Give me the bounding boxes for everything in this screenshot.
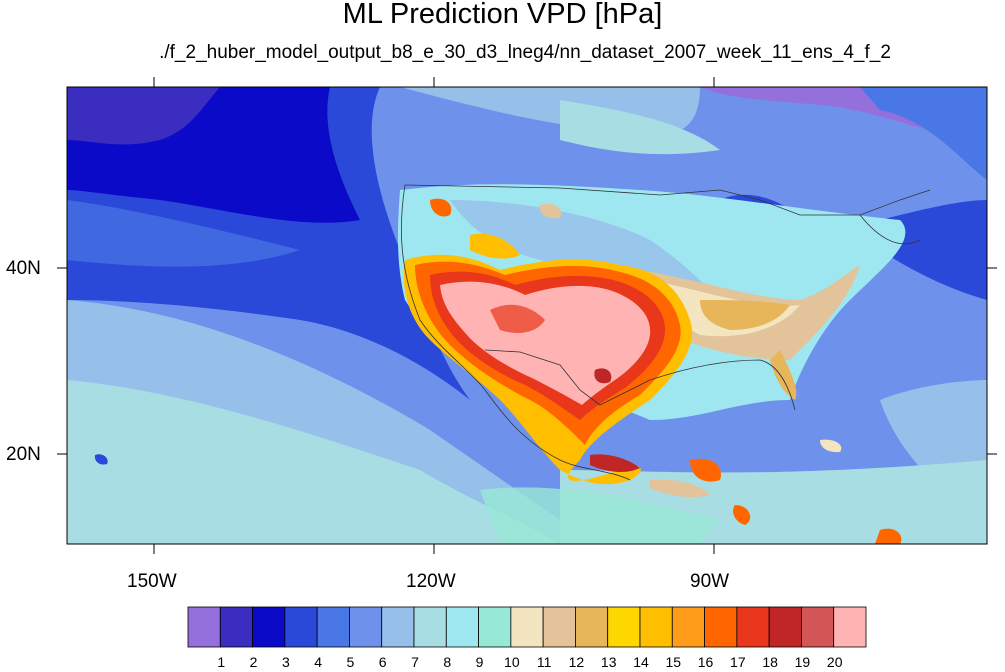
lon-label-120w: 120W: [406, 571, 456, 592]
colorbar-label: 8: [443, 654, 452, 670]
colorbar-label: 18: [762, 654, 778, 670]
vpd-field: [67, 87, 987, 544]
colorbar-label: 9: [475, 654, 484, 670]
colorbar-label: 7: [411, 654, 419, 670]
colorbar-label: 17: [730, 654, 746, 670]
colorbar-label: 3: [281, 654, 290, 670]
colorbar-swatch: [575, 606, 609, 648]
colorbar-swatch: [704, 606, 738, 648]
colorbar-swatch: [736, 606, 770, 648]
colorbar-swatch: [349, 606, 383, 648]
colorbar-label: 20: [826, 654, 843, 670]
lat-label-20n: 20N: [6, 444, 41, 465]
colorbar-swatch: [801, 606, 835, 648]
map-subtitle: ./f_2_huber_model_output_b8_e_30_d3_lneg…: [159, 42, 891, 63]
colorbar-label: 10: [504, 654, 520, 670]
colorbar-label: 12: [568, 654, 585, 670]
colorbar-label: 14: [633, 654, 649, 670]
colorbar-swatch: [671, 606, 705, 648]
colorbar-swatch: [413, 606, 447, 648]
colorbar-swatch: [607, 606, 641, 648]
colorbar-swatch: [284, 606, 318, 648]
colorbar-swatch: [639, 606, 673, 648]
lon-label-90w: 90W: [690, 571, 730, 592]
colorbar-label: 1: [217, 654, 226, 670]
colorbar-swatch: [381, 606, 415, 648]
country-borders: [400, 184, 931, 481]
colorbar-swatch: [316, 606, 350, 648]
colorbar-label: 16: [697, 654, 714, 670]
colorbar-swatch: [833, 606, 867, 648]
colorbar-label: 5: [346, 654, 355, 670]
colorbar-label: 13: [600, 654, 617, 670]
colorbar-swatch: [187, 606, 221, 648]
lat-label-40n: 40N: [6, 258, 41, 279]
lon-label-150w: 150W: [127, 571, 177, 592]
colorbar-label: 6: [378, 654, 387, 670]
colorbar-swatch: [445, 606, 479, 648]
colorbar-label: 15: [665, 654, 682, 670]
colorbar-swatch: [768, 606, 802, 648]
map-title: ML Prediction VPD [hPa]: [342, 0, 663, 30]
colorbar-swatch: [478, 606, 512, 648]
map-frame: [57, 77, 997, 554]
colorbar-label: 4: [314, 654, 323, 670]
colorbar-label: 11: [536, 654, 552, 670]
colorbar-label: 19: [794, 654, 811, 670]
colorbar-swatch: [510, 606, 544, 648]
colorbar-swatch: [219, 606, 253, 648]
colorbar-label: 2: [249, 654, 258, 670]
colorbar: [187, 606, 867, 648]
colorbar-swatch: [252, 606, 286, 648]
colorbar-swatch: [542, 606, 576, 648]
